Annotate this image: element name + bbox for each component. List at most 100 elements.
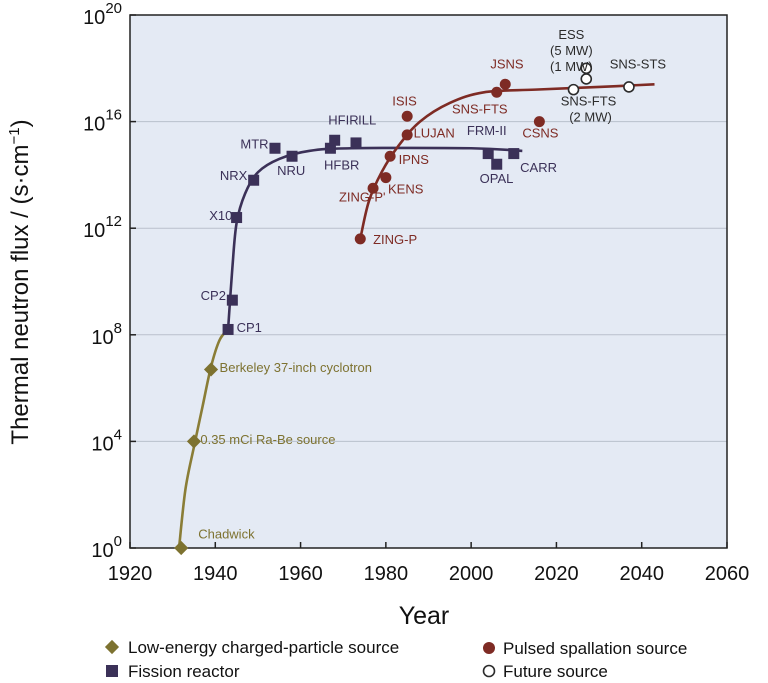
marker-zing-p (367, 182, 379, 194)
legend-marker-open-circle (482, 664, 496, 678)
y-axis-title: Thermal neutron flux / (s·cm−1) (6, 119, 34, 444)
marker-hfbr (324, 142, 336, 154)
marker-sns-fts (491, 86, 503, 98)
x-tick-label: 1940 (193, 563, 238, 585)
y-tick-base: 10 (83, 7, 105, 29)
legend-item-charged: Low-energy charged-particle source (104, 638, 399, 657)
point-labels: Chadwick 0.35 mCi Ra-Be source Berkeley 37… (198, 27, 666, 542)
label-opal: OPAL (480, 171, 514, 186)
y-tick-base: 10 (91, 540, 113, 562)
legend-marker-diamond (104, 639, 120, 655)
label--1-mw: (1 MW) (550, 59, 593, 74)
y-tick-base: 10 (83, 114, 105, 136)
label-mtr: MTR (240, 136, 268, 151)
marker-ess-5-mw (580, 62, 593, 75)
y-tick-exp: 8 (114, 320, 122, 337)
marker-ill (350, 137, 362, 149)
label-ill: ILL (358, 112, 376, 127)
curve-fission (226, 146, 523, 330)
y-axis-title-sup: −1 (6, 127, 23, 144)
label-sns-fts: SNS-FTS (452, 102, 508, 117)
marker-ipns (384, 150, 396, 162)
y-tick-label: 100 (91, 533, 122, 562)
marker-cp1 (222, 323, 234, 335)
marker-nru (286, 150, 298, 162)
label-sns-fts: SNS-FTS (561, 94, 617, 109)
marker-chadwick (174, 540, 189, 556)
label-zing-p: ZING-P (373, 232, 417, 247)
y-tick-exp: 12 (105, 213, 122, 230)
marker-berkeley-37-inch-cyclotron (203, 362, 219, 377)
label-lujan: LUJAN (414, 126, 455, 141)
marker-opal (491, 158, 503, 170)
y-tick-label: 1016 (83, 107, 122, 136)
x-tick-label: 2040 (619, 563, 664, 585)
legend-marker-circle (483, 642, 495, 654)
label--5-mw: (5 MW) (550, 43, 593, 58)
y-tick-base: 10 (91, 433, 113, 455)
y-tick-label: 1012 (83, 213, 122, 242)
marker-ess-1-mw (580, 73, 593, 85)
x-tick-label: 1960 (278, 563, 323, 585)
label-hfir: HFIR (328, 112, 358, 127)
marker-jsns (499, 78, 511, 90)
legend-label-charged: Low-energy charged-particle source (128, 638, 399, 657)
label-sns-sts: SNS-STS (610, 56, 667, 71)
label-x10: X10 (209, 208, 232, 223)
label-chadwick: Chadwick (198, 527, 255, 542)
label-isis: ISIS (392, 94, 417, 109)
label-cp1: CP1 (237, 320, 262, 335)
y-tick-base: 10 (83, 220, 105, 242)
label-zing-p: ZING-P' (339, 190, 386, 205)
marker-mtr (269, 142, 281, 154)
marker-0-35-mci-ra-be-source (186, 434, 202, 449)
label-0-35-mci-ra-be-source: 0.35 mCi Ra-Be source (200, 432, 335, 447)
label-jsns: JSNS (490, 56, 524, 71)
label-nrx: NRX (220, 168, 248, 183)
marker-lujan (401, 129, 413, 141)
label-berkeley-37-inch-cyclotron: Berkeley 37-inch cyclotron (220, 360, 372, 375)
legend-label-future: Future source (503, 662, 608, 681)
label-ess: ESS (558, 27, 584, 42)
label-cp2: CP2 (201, 288, 226, 303)
marker-zing-p (354, 233, 366, 245)
y-tick-label: 108 (91, 320, 122, 349)
label-hfbr: HFBR (324, 158, 359, 173)
legend-item-fission: Fission reactor (106, 662, 240, 681)
label-csns: CSNS (522, 126, 558, 141)
marker-sns-fts-2-mw (567, 83, 580, 96)
label-nru: NRU (277, 163, 305, 178)
y-tick-exp: 4 (114, 426, 122, 443)
marker-sns-sts (623, 81, 635, 93)
label-ipns: IPNS (399, 152, 430, 167)
legend-item-spallation: Pulsed spallation source (483, 639, 687, 658)
legend-label-fission: Fission reactor (128, 662, 240, 681)
label-frm-ii: FRM-II (467, 123, 507, 138)
x-tick-label: 2000 (449, 563, 494, 585)
x-tick-label: 1980 (364, 563, 409, 585)
y-axis-title-tail: ) (7, 119, 34, 127)
y-tick-exp: 20 (105, 0, 122, 17)
marker-frm-ii (482, 148, 494, 160)
y-tick-label: 1020 (83, 0, 122, 29)
label-carr: CARR (520, 160, 557, 175)
marker-x10 (231, 212, 243, 224)
label-kens: KENS (388, 182, 424, 197)
plot-area (130, 15, 727, 548)
curve-charged (177, 328, 230, 549)
plot-frame (129, 14, 728, 549)
y-tick-exp: 16 (105, 107, 122, 124)
y-tick-exp: 0 (114, 533, 122, 550)
data-markers (174, 62, 635, 556)
legend-label-spallation: Pulsed spallation source (503, 639, 687, 658)
marker-cp2 (226, 294, 238, 306)
y-axis-title-main: Thermal neutron flux / (s·cm (7, 145, 34, 445)
marker-hfir (329, 134, 341, 146)
legend-item-future: Future source (482, 662, 608, 681)
marker-csns (533, 116, 545, 128)
marker-nrx (248, 174, 260, 186)
x-tick-label: 2060 (705, 563, 750, 585)
x-tick-label: 1920 (108, 563, 153, 585)
